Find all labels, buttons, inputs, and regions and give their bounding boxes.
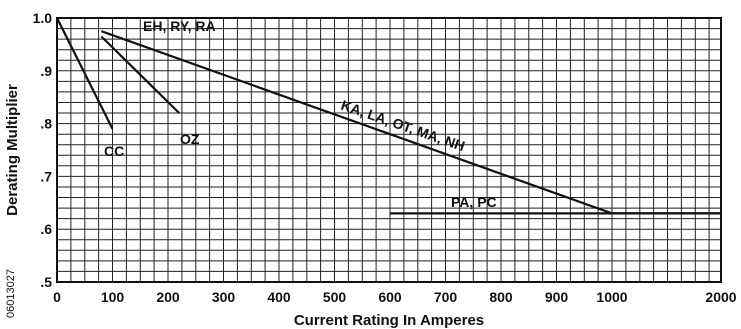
- x-tick-label: 400: [267, 289, 291, 305]
- x-tick-labels: 0 100 200 300 400 500 600 700 800 900 1000 2000: [53, 289, 737, 305]
- curve-oz: [100, 35, 180, 114]
- x-tick-label: 700: [434, 289, 458, 305]
- x-tick-label: 200: [156, 289, 180, 305]
- x-tick-label: 300: [212, 289, 236, 305]
- y-tick-label: .5: [40, 274, 52, 290]
- plot-frame: [56, 17, 722, 283]
- x-tick-label: 800: [489, 289, 513, 305]
- chart-grid: [57, 18, 721, 282]
- y-tick-label: .8: [40, 116, 52, 132]
- x-tick-label: 600: [378, 289, 402, 305]
- curve-cc: [56, 17, 114, 130]
- y-tick-label: 1.0: [33, 10, 53, 26]
- curves-layer: [56, 17, 721, 215]
- series-label-eh-ry-ra: EH, RY, RA: [143, 18, 216, 34]
- y-tick-label: .6: [40, 221, 52, 237]
- y-tick-labels: 1.0 .9 .8 .7 .6 .5: [33, 10, 53, 290]
- x-tick-label: 900: [545, 289, 569, 305]
- series-label-ka-la-ot-ma-nh: KA, LA, OT, MA, NH: [339, 97, 467, 154]
- series-label-pa-pc: PA, PC: [451, 194, 497, 210]
- x-tick-label: 1000: [596, 289, 627, 305]
- series-label-oz: OZ: [180, 131, 200, 147]
- series-label-cc: CC: [104, 143, 124, 159]
- x-tick-label: 0: [53, 289, 61, 305]
- y-tick-label: .9: [40, 63, 52, 79]
- y-tick-label: .7: [40, 168, 52, 184]
- x-axis-title: Current Rating In Amperes: [294, 312, 484, 329]
- x-tick-label: 2000: [705, 289, 736, 305]
- x-tick-label: 500: [323, 289, 347, 305]
- x-tick-label: 100: [101, 289, 125, 305]
- figure-code: 06013027: [5, 269, 17, 318]
- y-axis-title: Derating Multiplier: [4, 84, 21, 216]
